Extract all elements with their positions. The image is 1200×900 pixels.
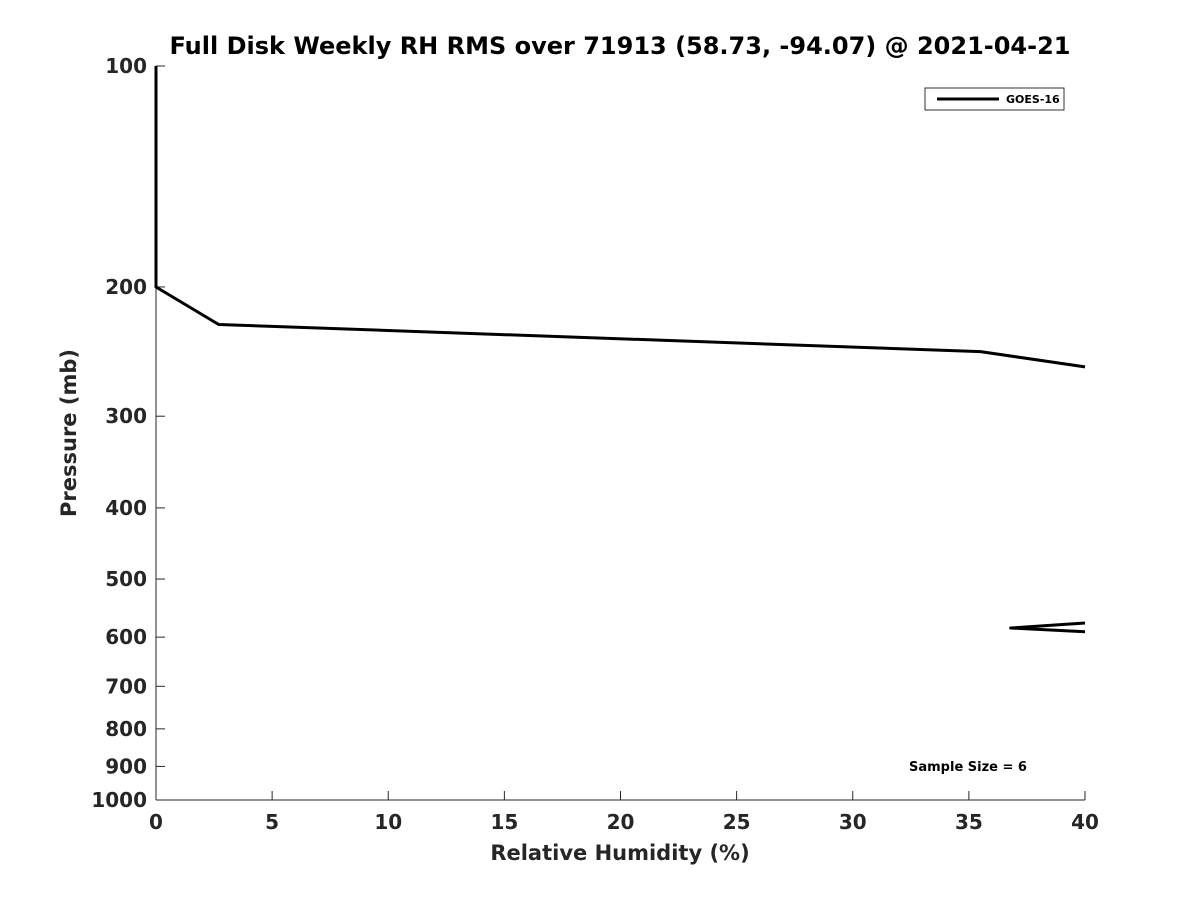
y-tick-label: 300 bbox=[105, 404, 147, 428]
y-axis-label: Pressure (mb) bbox=[57, 349, 81, 517]
y-tick-label: 1000 bbox=[91, 788, 147, 812]
y-tick-label: 500 bbox=[105, 567, 147, 591]
x-tick-label: 35 bbox=[955, 810, 983, 834]
y-tick-label: 900 bbox=[105, 754, 147, 778]
x-axis-ticks: 0 5 10 15 20 25 30 35 40 bbox=[149, 791, 1099, 834]
y-axis-ticks: 100 200 300 400 500 600 700 800 900 1000 bbox=[91, 54, 165, 812]
x-tick-label: 10 bbox=[374, 810, 402, 834]
series-line-goes-16 bbox=[1009, 621, 1086, 634]
x-tick-label: 20 bbox=[607, 810, 635, 834]
series-line-goes-16 bbox=[154, 66, 1086, 369]
y-tick-label: 400 bbox=[105, 496, 147, 520]
y-tick-label: 100 bbox=[105, 54, 147, 78]
plot-area: 0 5 10 15 20 25 30 35 40 100 200 300 400 500 600 700 80… bbox=[91, 54, 1099, 834]
chart-title: Full Disk Weekly RH RMS over 71913 (58.7… bbox=[169, 32, 1070, 60]
sample-size-annotation: Sample Size = 6 bbox=[909, 760, 1027, 775]
y-tick-label: 600 bbox=[105, 625, 147, 649]
y-tick-label: 700 bbox=[105, 674, 147, 698]
x-tick-label: 5 bbox=[265, 810, 279, 834]
y-tick-label: 200 bbox=[105, 275, 147, 299]
x-tick-label: 25 bbox=[723, 810, 751, 834]
x-tick-label: 15 bbox=[490, 810, 518, 834]
x-tick-label: 0 bbox=[149, 810, 163, 834]
x-axis-label: Relative Humidity (%) bbox=[490, 841, 749, 865]
legend-label-goes-16: GOES-16 bbox=[1006, 93, 1060, 106]
series-layer bbox=[154, 66, 1086, 634]
x-tick-label: 40 bbox=[1071, 810, 1099, 834]
x-tick-label: 30 bbox=[839, 810, 867, 834]
legend: GOES-16 bbox=[924, 87, 1065, 111]
y-tick-label: 800 bbox=[105, 717, 147, 741]
